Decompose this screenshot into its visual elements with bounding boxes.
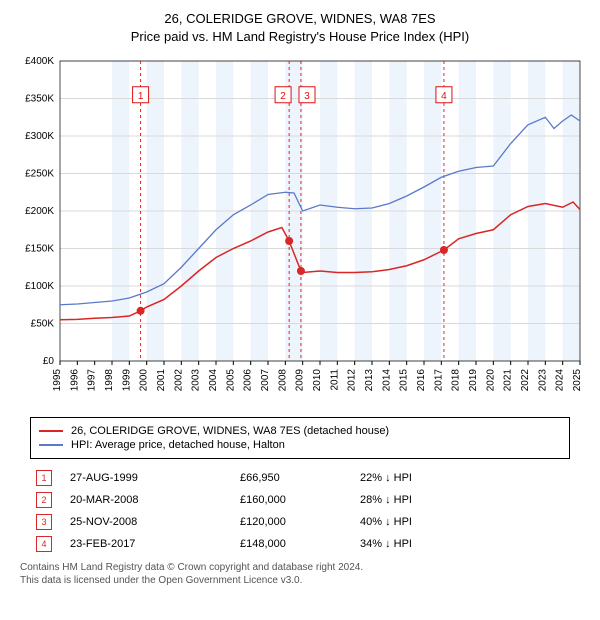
footer-line2: This data is licensed under the Open Gov… <box>20 575 302 586</box>
svg-text:2001: 2001 <box>156 369 167 392</box>
svg-text:2003: 2003 <box>191 369 202 392</box>
transaction-marker: 4 <box>36 536 52 552</box>
svg-text:1999: 1999 <box>121 369 132 392</box>
transaction-price: £160,000 <box>240 494 360 506</box>
svg-text:2023: 2023 <box>537 369 548 392</box>
footer-attribution: Contains HM Land Registry data © Crown c… <box>20 561 580 587</box>
svg-text:2008: 2008 <box>277 369 288 392</box>
svg-text:2022: 2022 <box>520 369 531 392</box>
svg-text:2019: 2019 <box>468 369 479 392</box>
transaction-marker: 1 <box>36 470 52 486</box>
svg-text:2024: 2024 <box>555 369 566 392</box>
svg-text:£50K: £50K <box>31 319 55 330</box>
transaction-price: £148,000 <box>240 538 360 550</box>
legend-item: 26, COLERIDGE GROVE, WIDNES, WA8 7ES (de… <box>39 424 561 438</box>
legend: 26, COLERIDGE GROVE, WIDNES, WA8 7ES (de… <box>30 417 570 459</box>
legend-label: 26, COLERIDGE GROVE, WIDNES, WA8 7ES (de… <box>71 425 389 437</box>
transaction-marker: 3 <box>36 514 52 530</box>
svg-text:£300K: £300K <box>25 131 54 142</box>
legend-swatch <box>39 430 63 432</box>
transaction-date: 20-MAR-2008 <box>70 494 240 506</box>
svg-text:£100K: £100K <box>25 281 54 292</box>
svg-text:£150K: £150K <box>25 244 54 255</box>
svg-text:£0: £0 <box>43 356 55 367</box>
transaction-date: 25-NOV-2008 <box>70 516 240 528</box>
transaction-marker: 2 <box>36 492 52 508</box>
svg-text:2021: 2021 <box>503 369 514 392</box>
svg-text:2006: 2006 <box>243 369 254 392</box>
transaction-row: 1 27-AUG-1999£66,95022% ↓ HPI <box>30 467 570 489</box>
title-line2: Price paid vs. HM Land Registry's House … <box>131 29 469 44</box>
svg-text:2012: 2012 <box>347 369 358 392</box>
transaction-date: 23-FEB-2017 <box>70 538 240 550</box>
svg-text:£350K: £350K <box>25 94 54 105</box>
svg-text:2013: 2013 <box>364 369 375 392</box>
transaction-delta: 22% ↓ HPI <box>360 472 470 484</box>
svg-text:2005: 2005 <box>225 369 236 392</box>
svg-text:1997: 1997 <box>87 369 98 392</box>
transaction-row: 2 20-MAR-2008£160,00028% ↓ HPI <box>30 489 570 511</box>
svg-text:2011: 2011 <box>329 369 340 391</box>
svg-text:£400K: £400K <box>25 56 54 67</box>
transaction-delta: 40% ↓ HPI <box>360 516 470 528</box>
svg-text:2009: 2009 <box>295 369 306 392</box>
svg-text:2002: 2002 <box>173 369 184 392</box>
svg-text:2: 2 <box>280 91 286 102</box>
legend-label: HPI: Average price, detached house, Halt… <box>71 439 285 451</box>
transaction-row: 3 25-NOV-2008£120,00040% ↓ HPI <box>30 511 570 533</box>
footer-line1: Contains HM Land Registry data © Crown c… <box>20 562 363 573</box>
svg-text:1996: 1996 <box>69 369 80 392</box>
transaction-row: 4 23-FEB-2017£148,00034% ↓ HPI <box>30 533 570 555</box>
svg-text:4: 4 <box>441 91 447 102</box>
legend-swatch <box>39 444 63 446</box>
svg-text:2020: 2020 <box>485 369 496 392</box>
svg-text:2004: 2004 <box>208 369 219 392</box>
svg-text:2016: 2016 <box>416 369 427 392</box>
svg-text:2025: 2025 <box>572 369 583 392</box>
svg-text:2007: 2007 <box>260 369 271 392</box>
transaction-delta: 28% ↓ HPI <box>360 494 470 506</box>
chart-title: 26, COLERIDGE GROVE, WIDNES, WA8 7ES Pri… <box>10 10 590 45</box>
svg-text:2014: 2014 <box>381 369 392 392</box>
svg-text:1: 1 <box>138 91 144 102</box>
svg-text:£250K: £250K <box>25 169 54 180</box>
transaction-table: 1 27-AUG-1999£66,95022% ↓ HPI 2 20-MAR-2008… <box>30 467 570 555</box>
svg-text:1995: 1995 <box>52 369 63 392</box>
transaction-date: 27-AUG-1999 <box>70 472 240 484</box>
svg-text:2000: 2000 <box>139 369 150 392</box>
title-line1: 26, COLERIDGE GROVE, WIDNES, WA8 7ES <box>164 11 435 26</box>
legend-item: HPI: Average price, detached house, Halt… <box>39 438 561 452</box>
transaction-price: £120,000 <box>240 516 360 528</box>
svg-text:1998: 1998 <box>104 369 115 392</box>
svg-text:2017: 2017 <box>433 369 444 392</box>
transaction-delta: 34% ↓ HPI <box>360 538 470 550</box>
svg-text:£200K: £200K <box>25 206 54 217</box>
svg-text:2010: 2010 <box>312 369 323 392</box>
transaction-price: £66,950 <box>240 472 360 484</box>
svg-text:2015: 2015 <box>399 369 410 392</box>
svg-text:3: 3 <box>304 91 310 102</box>
price-chart: £0 £50K £100K £150K £200K £250K £300K £350K £400… <box>10 51 590 411</box>
svg-text:2018: 2018 <box>451 369 462 392</box>
